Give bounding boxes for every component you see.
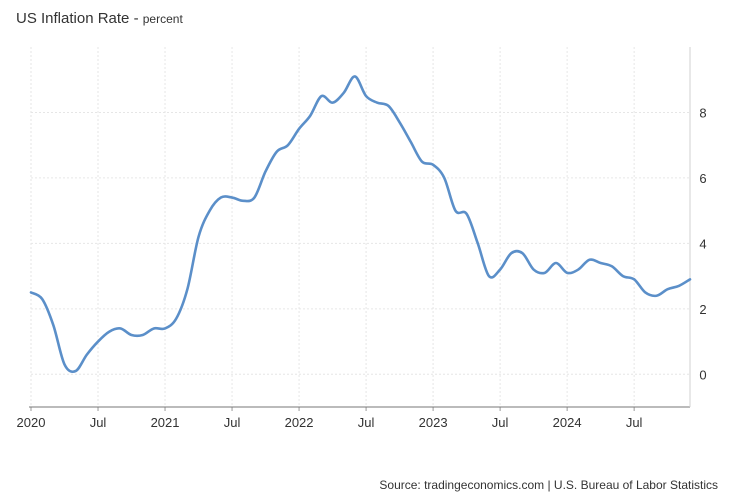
y-tick-label: 2 bbox=[699, 302, 706, 317]
x-tick-label: Jul bbox=[626, 415, 643, 430]
grid-lines bbox=[30, 47, 690, 407]
y-tick-label: 0 bbox=[699, 367, 706, 382]
x-tick-labels: 2020 Jul 2021 Jul 2022 Jul 2023 Jul 2024 Jul bbox=[17, 415, 643, 430]
y-tick-labels: 0 2 4 6 8 bbox=[699, 105, 706, 382]
x-tick-label: 2021 bbox=[151, 415, 180, 430]
x-tick-label: 2022 bbox=[285, 415, 314, 430]
source-note: Source: tradingeconomics.com | U.S. Bure… bbox=[379, 478, 718, 492]
x-tick-label: Jul bbox=[90, 415, 107, 430]
y-tick-label: 8 bbox=[699, 105, 706, 120]
chart-subtitle-sep: - bbox=[133, 10, 143, 27]
x-tick-label: Jul bbox=[224, 415, 241, 430]
series-line bbox=[29, 75, 692, 374]
x-tick-label: 2023 bbox=[419, 415, 448, 430]
x-tick-label: Jul bbox=[492, 415, 509, 430]
chart-subtitle: percent bbox=[142, 12, 183, 26]
series-layer bbox=[29, 75, 692, 374]
chart-title: US Inflation Rate - percent bbox=[16, 10, 183, 27]
x-tick-label: 2020 bbox=[17, 415, 46, 430]
x-tick-label: Jul bbox=[358, 415, 375, 430]
y-tick-label: 4 bbox=[699, 236, 706, 251]
axes bbox=[29, 47, 691, 411]
y-tick-label: 6 bbox=[699, 171, 706, 186]
chart-title-text: US Inflation Rate bbox=[16, 10, 130, 27]
x-tick-label: 2024 bbox=[553, 415, 582, 430]
